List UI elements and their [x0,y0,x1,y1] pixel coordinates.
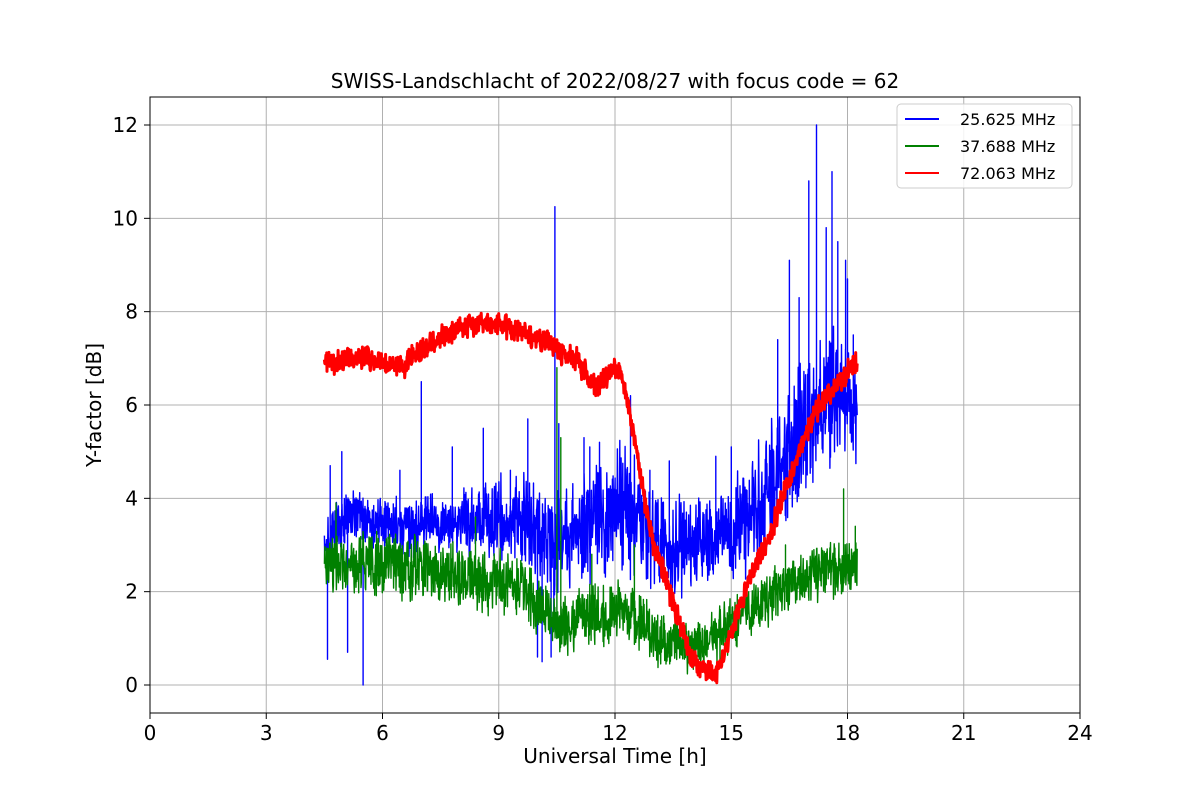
legend-label: 37.688 MHz [960,137,1055,156]
x-tick-label: 0 [144,721,157,745]
x-tick-label: 21 [951,721,976,745]
x-tick-label: 15 [719,721,744,745]
y-axis-ticks: 0 2 4 6 8 10 12 [113,113,150,697]
x-tick-label: 3 [260,721,273,745]
series-line-2 [323,367,858,675]
x-tick-label: 6 [376,721,389,745]
series-line-1 [323,124,858,686]
legend-box [896,103,1073,189]
x-axis-ticks: 0 3 6 9 12 15 18 21 24 [144,713,1093,745]
y-tick-label: 4 [125,486,138,510]
y-tick-label: 0 [125,673,138,697]
y-axis-label: Y-factor [dB] [82,343,106,468]
x-tick-label: 24 [1067,721,1092,745]
y-tick-label: 12 [113,113,138,137]
x-tick-label: 9 [492,721,505,745]
chart-title: SWISS-Landschlacht of 2022/08/27 with fo… [331,69,899,93]
y-tick-label: 8 [125,300,138,324]
legend: 25.625 MHz 37.688 MHz 72.063 MHz [896,103,1073,189]
x-tick-label: 18 [835,721,860,745]
y-tick-label: 10 [113,206,138,230]
series-line-3 [322,311,859,685]
x-tick-label: 12 [602,721,627,745]
y-tick-label: 6 [125,393,138,417]
x-axis-label: Universal Time [h] [523,744,706,768]
legend-label: 25.625 MHz [960,110,1055,129]
y-tick-label: 2 [125,580,138,604]
legend-label: 72.063 MHz [960,164,1055,183]
series-layer [322,124,859,686]
